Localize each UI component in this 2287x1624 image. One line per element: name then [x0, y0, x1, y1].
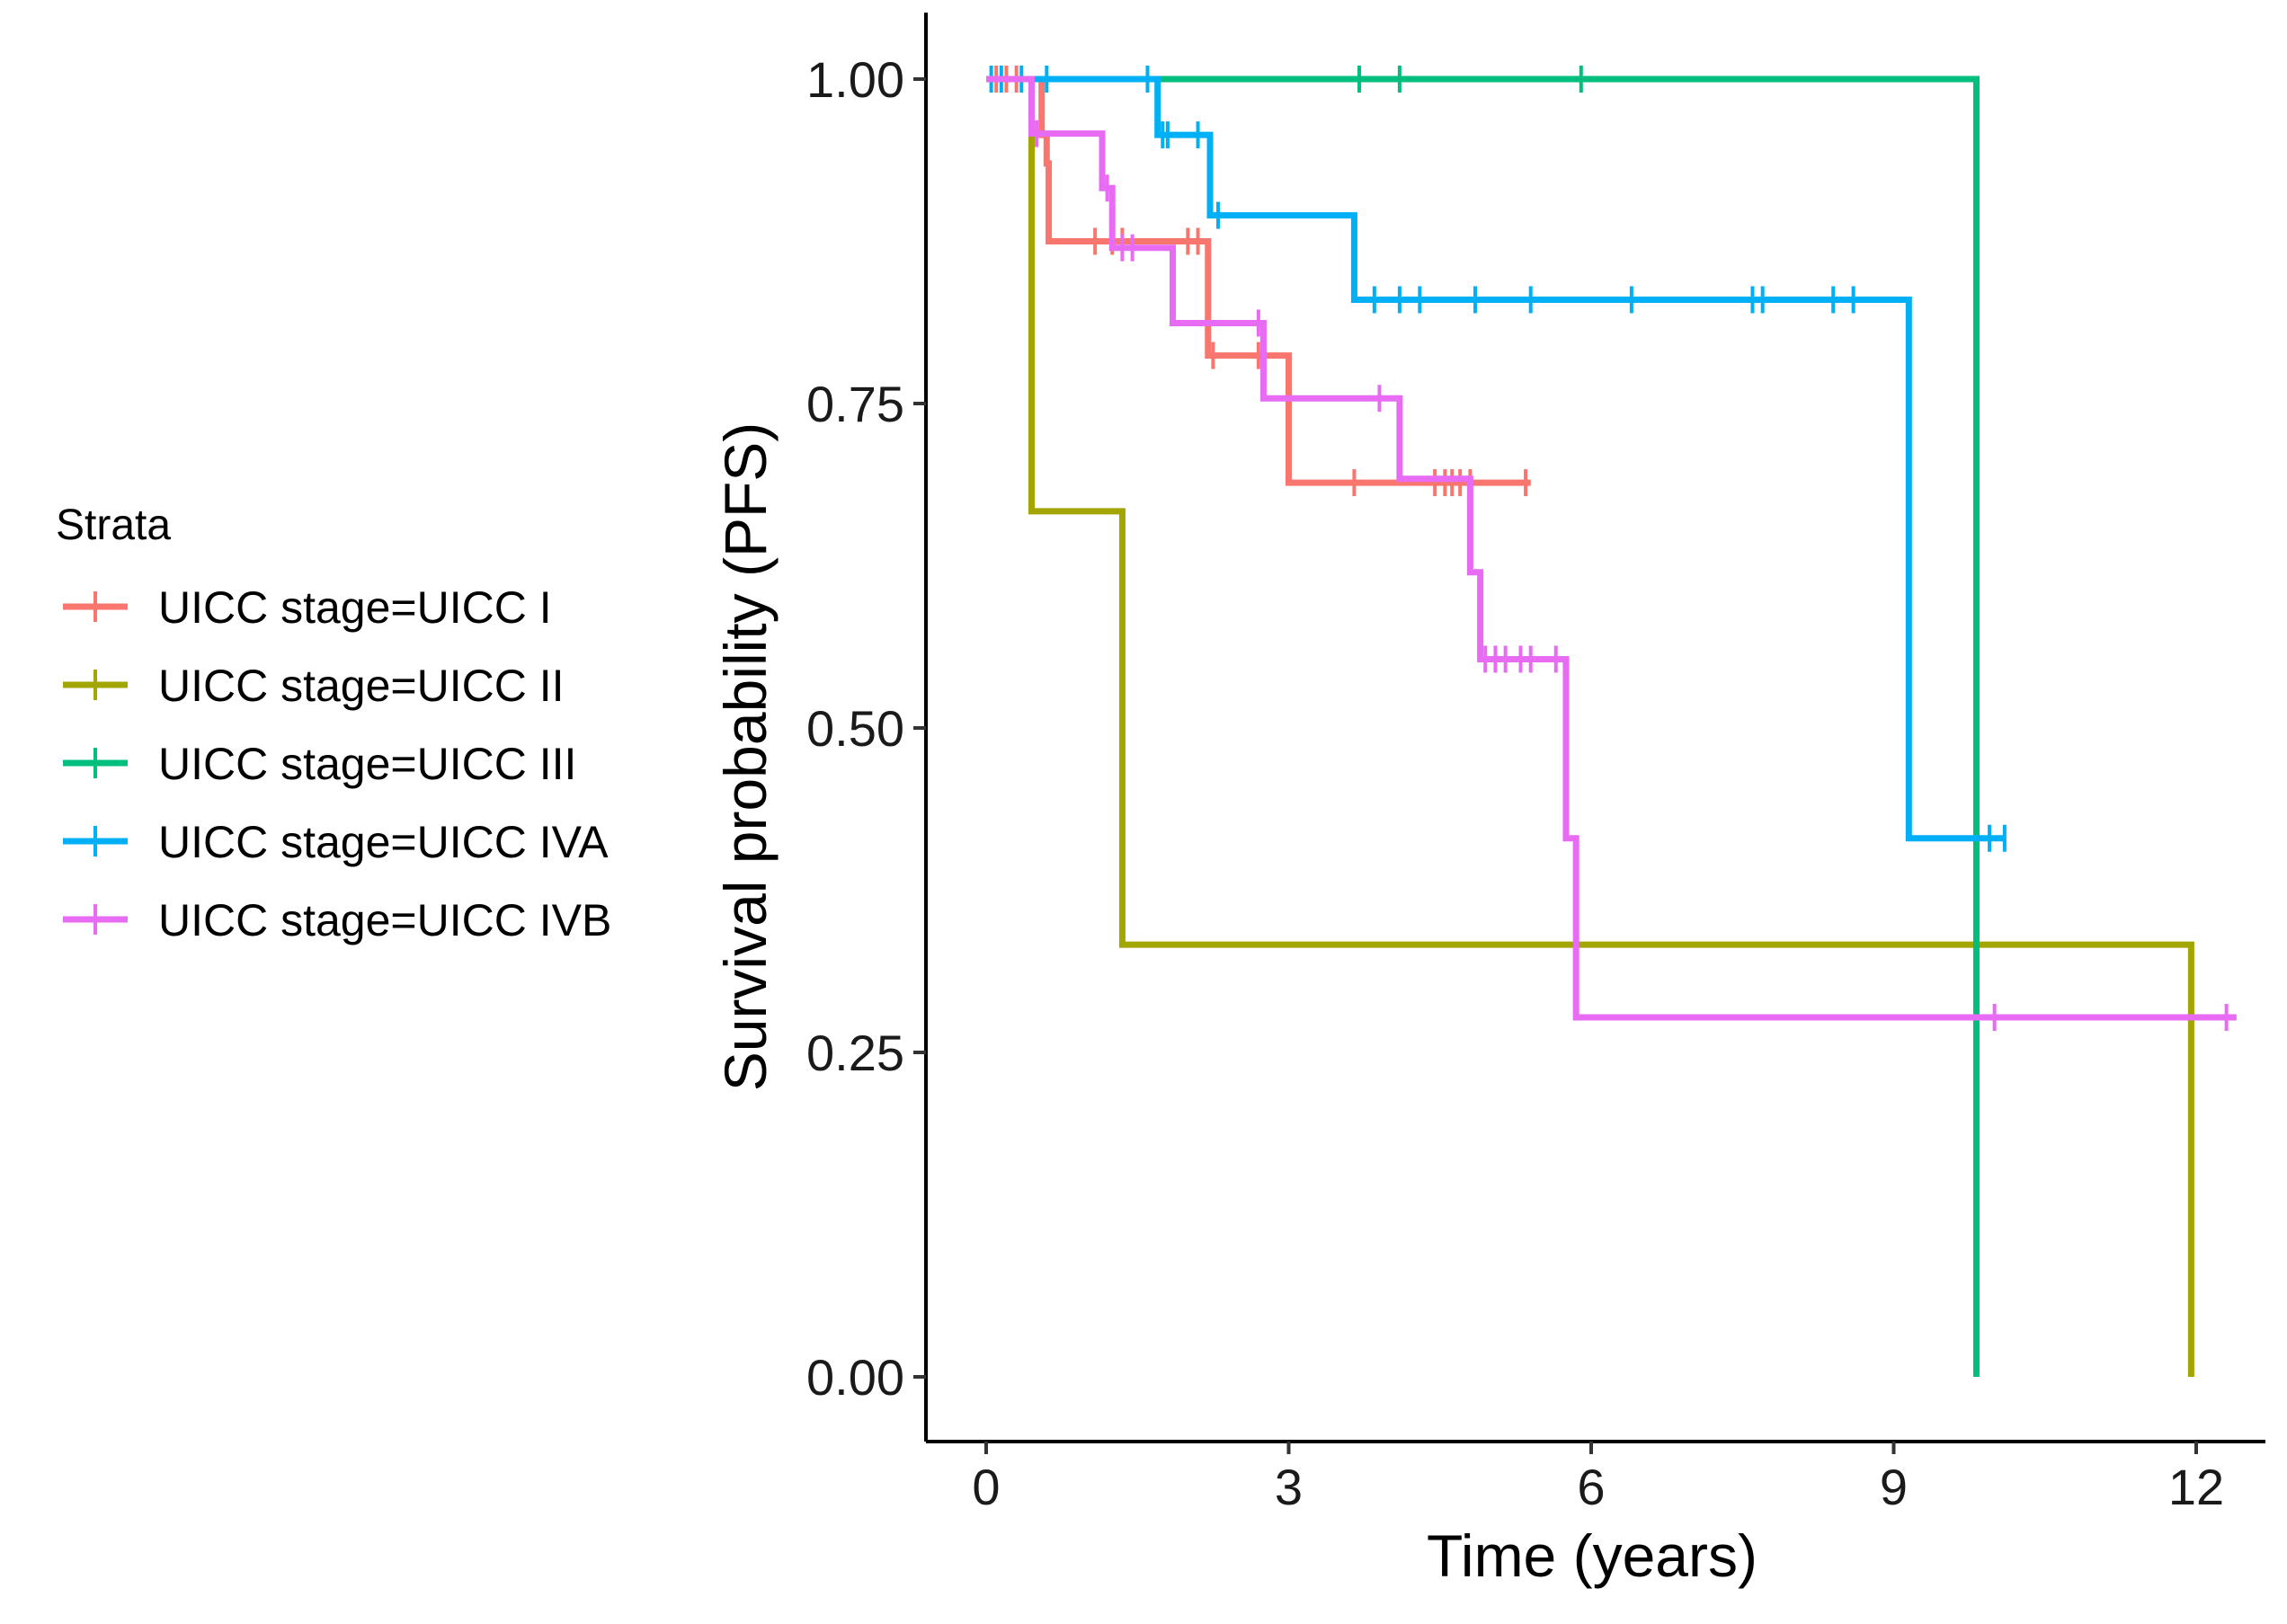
x-axis-title: Time (years) — [1427, 1522, 1758, 1589]
y-tick-label: 0.50 — [806, 700, 904, 757]
survival-curve — [986, 75, 2194, 1377]
x-tick-label: 3 — [1275, 1459, 1303, 1515]
y-tick-label: 0.75 — [806, 376, 904, 432]
x-tick-label: 0 — [972, 1459, 1000, 1515]
series-layer — [986, 66, 2237, 1377]
series-group — [986, 66, 1531, 497]
legend-item: UICC stage=UICC IVB — [63, 895, 611, 945]
legend-label: UICC stage=UICC III — [158, 739, 576, 789]
legend-item: UICC stage=UICC I — [63, 582, 552, 633]
series-group — [986, 75, 2237, 1032]
x-tick-label: 6 — [1577, 1459, 1605, 1515]
legend-items: UICC stage=UICC I UICC stage=UICC II UICC … — [63, 582, 611, 945]
series-group — [986, 66, 1980, 1377]
y-axis-ticks: 0.00 0.25 0.50 0.75 1.00 — [806, 51, 926, 1406]
legend-item: UICC stage=UICC II — [63, 661, 565, 711]
survival-curve — [986, 75, 2005, 842]
survival-curve — [986, 75, 2237, 1021]
x-tick-label: 12 — [2168, 1459, 2224, 1515]
x-axis-ticks: 0 3 6 9 12 — [972, 1442, 2224, 1515]
survival-curve — [986, 75, 1531, 486]
legend-label: UICC stage=UICC II — [158, 661, 565, 711]
y-tick-label: 0.25 — [806, 1025, 904, 1081]
series-group — [986, 75, 2194, 1377]
legend-label: UICC stage=UICC IVA — [158, 817, 609, 867]
y-tick-label: 0.00 — [806, 1349, 904, 1406]
survival-curve — [986, 75, 1980, 1377]
y-axis-title: Survival probability (PFS) — [712, 422, 779, 1092]
x-tick-label: 9 — [1880, 1459, 1908, 1515]
legend-item: UICC stage=UICC IVA — [63, 817, 609, 867]
legend-item: UICC stage=UICC III — [63, 739, 576, 789]
legend-title: Strata — [56, 501, 171, 549]
y-tick-label: 1.00 — [806, 51, 904, 108]
plot-area: 0.00 0.25 0.50 0.75 1.00 0 3 6 9 12 — [806, 13, 2265, 1515]
legend-label: UICC stage=UICC IVB — [158, 895, 611, 945]
legend-label: UICC stage=UICC I — [158, 582, 552, 633]
series-group — [986, 66, 2007, 852]
